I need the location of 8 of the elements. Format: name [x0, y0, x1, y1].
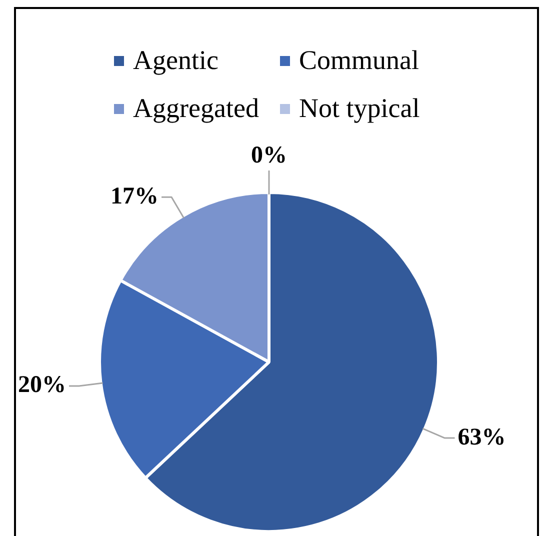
data-label: 17%	[110, 183, 159, 210]
legend-label: Aggregated	[133, 93, 259, 123]
data-label: 63%	[458, 424, 506, 450]
legend-label: Agentic	[133, 45, 218, 75]
data-label: 20%	[18, 372, 66, 398]
legend-label: Not typical	[299, 93, 420, 123]
legend-label: Communal	[299, 45, 419, 75]
text: 0%	[251, 142, 287, 169]
